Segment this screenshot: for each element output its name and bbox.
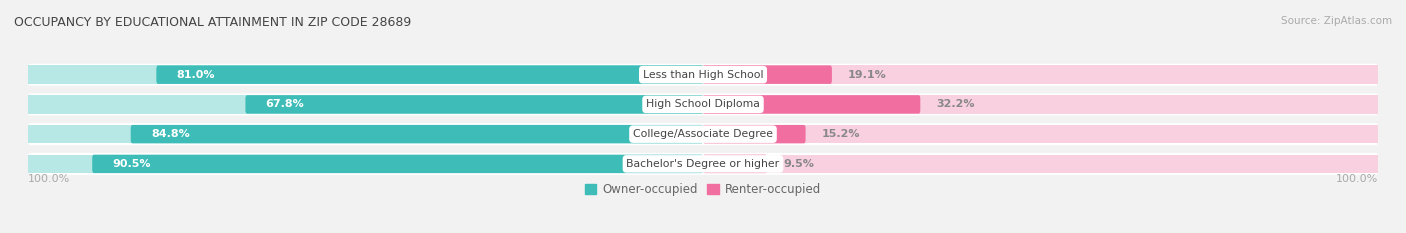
FancyBboxPatch shape <box>93 155 703 173</box>
FancyBboxPatch shape <box>156 65 703 84</box>
FancyBboxPatch shape <box>703 155 1378 173</box>
Legend: Owner-occupied, Renter-occupied: Owner-occupied, Renter-occupied <box>579 178 827 201</box>
FancyBboxPatch shape <box>703 65 1378 84</box>
FancyBboxPatch shape <box>703 65 832 84</box>
Text: 32.2%: 32.2% <box>936 99 974 110</box>
Text: High School Diploma: High School Diploma <box>647 99 759 110</box>
FancyBboxPatch shape <box>28 64 1378 86</box>
Text: 19.1%: 19.1% <box>848 70 887 80</box>
FancyBboxPatch shape <box>28 123 1378 145</box>
FancyBboxPatch shape <box>703 125 806 143</box>
Text: OCCUPANCY BY EDUCATIONAL ATTAINMENT IN ZIP CODE 28689: OCCUPANCY BY EDUCATIONAL ATTAINMENT IN Z… <box>14 16 412 29</box>
Text: 15.2%: 15.2% <box>821 129 860 139</box>
FancyBboxPatch shape <box>28 155 703 173</box>
FancyBboxPatch shape <box>703 125 1378 143</box>
FancyBboxPatch shape <box>28 153 1378 175</box>
Text: 100.0%: 100.0% <box>28 174 70 184</box>
FancyBboxPatch shape <box>703 95 1378 114</box>
Text: 84.8%: 84.8% <box>150 129 190 139</box>
Text: College/Associate Degree: College/Associate Degree <box>633 129 773 139</box>
FancyBboxPatch shape <box>703 155 768 173</box>
FancyBboxPatch shape <box>703 95 921 114</box>
Text: 90.5%: 90.5% <box>112 159 150 169</box>
FancyBboxPatch shape <box>28 65 703 84</box>
Text: 100.0%: 100.0% <box>1336 174 1378 184</box>
FancyBboxPatch shape <box>28 95 703 114</box>
FancyBboxPatch shape <box>28 93 1378 115</box>
Text: 9.5%: 9.5% <box>783 159 814 169</box>
FancyBboxPatch shape <box>131 125 703 143</box>
Text: Less than High School: Less than High School <box>643 70 763 80</box>
Text: Bachelor's Degree or higher: Bachelor's Degree or higher <box>627 159 779 169</box>
Text: 81.0%: 81.0% <box>177 70 215 80</box>
FancyBboxPatch shape <box>246 95 703 114</box>
Text: 67.8%: 67.8% <box>266 99 305 110</box>
Text: Source: ZipAtlas.com: Source: ZipAtlas.com <box>1281 16 1392 26</box>
FancyBboxPatch shape <box>28 125 703 143</box>
